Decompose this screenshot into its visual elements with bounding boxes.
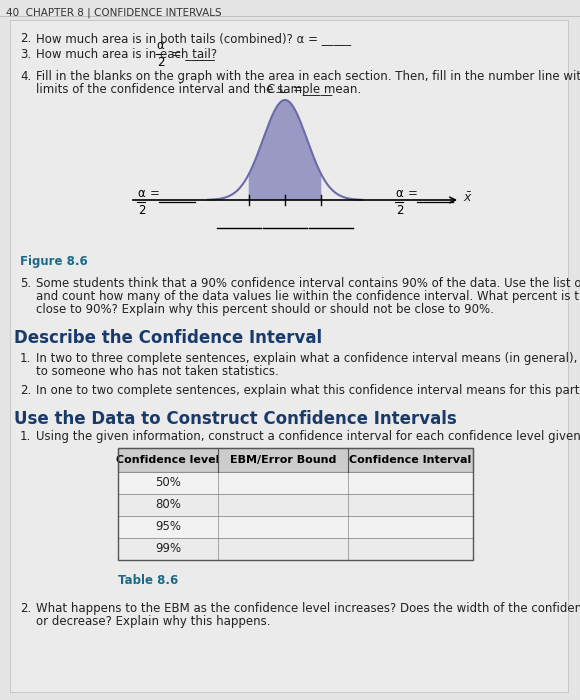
Text: C.L. =_____: C.L. =_____ [267,82,332,95]
Text: How much area is in both tails (combined)? α = _____: How much area is in both tails (combined… [36,32,351,45]
Text: α: α [156,39,164,52]
Polygon shape [249,100,321,200]
Text: EBM/Error Bound: EBM/Error Bound [230,455,336,465]
Text: Table 8.6: Table 8.6 [118,574,178,587]
Text: 40  CHAPTER 8 | CONFIDENCE INTERVALS: 40 CHAPTER 8 | CONFIDENCE INTERVALS [6,7,222,18]
Text: 2.: 2. [20,384,31,397]
FancyBboxPatch shape [118,448,473,472]
Text: or decrease? Explain why this happens.: or decrease? Explain why this happens. [36,615,270,628]
Text: Describe the Confidence Interval: Describe the Confidence Interval [14,329,322,347]
Text: α: α [395,187,403,200]
Text: 95%: 95% [155,521,181,533]
Text: 1.: 1. [20,352,31,365]
Text: Figure 8.6: Figure 8.6 [20,255,88,268]
Text: Some students think that a 90% confidence interval contains 90% of the data. Use: Some students think that a 90% confidenc… [36,277,580,290]
Text: $\bar{x}$: $\bar{x}$ [463,191,473,205]
Text: 2: 2 [157,56,165,69]
Text: How much area is in each tail?: How much area is in each tail? [36,48,221,61]
FancyBboxPatch shape [118,516,473,538]
Text: 5.: 5. [20,277,31,290]
Text: 2.: 2. [20,32,31,45]
Text: 99%: 99% [155,542,181,556]
FancyBboxPatch shape [118,494,473,516]
Text: Use the Data to Construct Confidence Intervals: Use the Data to Construct Confidence Int… [14,410,457,428]
Text: In two to three complete sentences, explain what a confidence interval means (in: In two to three complete sentences, expl… [36,352,580,365]
Text: close to 90%? Explain why this percent should or should not be close to 90%.: close to 90%? Explain why this percent s… [36,303,494,316]
Text: α: α [137,187,145,200]
Text: limits of the confidence interval and the sample mean.: limits of the confidence interval and th… [36,83,361,96]
Text: =: = [150,187,160,200]
Text: Confidence Interval: Confidence Interval [349,455,472,465]
Text: 50%: 50% [155,477,181,489]
FancyBboxPatch shape [10,20,568,692]
FancyBboxPatch shape [118,538,473,560]
Text: Using the given information, construct a confidence interval for each confidence: Using the given information, construct a… [36,430,580,443]
Text: Confidence level: Confidence level [117,455,220,465]
Text: to someone who has not taken statistics.: to someone who has not taken statistics. [36,365,279,378]
Text: 2: 2 [138,204,146,217]
Text: 4.: 4. [20,70,31,83]
Text: and count how many of the data values lie within the confidence interval. What p: and count how many of the data values li… [36,290,580,303]
Text: 1.: 1. [20,430,31,443]
FancyBboxPatch shape [118,472,473,494]
Text: =: = [408,187,418,200]
Text: 80%: 80% [155,498,181,512]
Text: In one to two complete sentences, explain what this confidence interval means fo: In one to two complete sentences, explai… [36,384,580,397]
Text: 2: 2 [396,204,404,217]
Text: = _____: = _____ [168,48,215,61]
Text: 2.: 2. [20,602,31,615]
Text: What happens to the EBM as the confidence level increases? Does the width of the: What happens to the EBM as the confidenc… [36,602,580,615]
Text: Fill in the blanks on the graph with the area in each section. Then, fill in the: Fill in the blanks on the graph with the… [36,70,580,83]
Text: 3.: 3. [20,48,31,61]
